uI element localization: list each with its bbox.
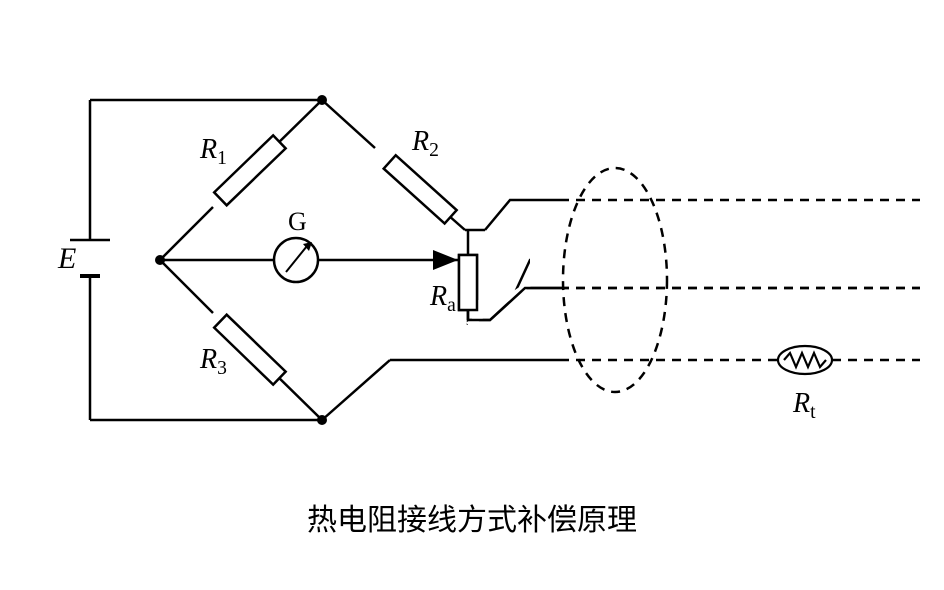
label-R3: R3 xyxy=(199,344,227,379)
galvanometer-branch xyxy=(160,238,458,282)
sensor-Rt xyxy=(778,346,832,374)
label-Rt: Rt xyxy=(792,388,816,423)
cable-oval xyxy=(563,168,667,392)
diagram-title: 热电阻接线方式补偿原理 xyxy=(307,504,637,537)
label-R1: R1 xyxy=(199,134,227,169)
resistor-R2 xyxy=(384,155,457,223)
label-E: E xyxy=(57,242,76,275)
resistor-R1 xyxy=(214,135,285,205)
labels: E R1 R2 Ra R3 Rt G xyxy=(57,126,816,423)
label-R2: R2 xyxy=(411,126,439,161)
resistor-Ra-top xyxy=(459,255,477,310)
label-G: G xyxy=(288,207,307,236)
label-Ra: Ra xyxy=(429,281,456,316)
circuit-diagram: E R1 R2 Ra R3 Rt G 热电阻接线方式补偿原理 xyxy=(0,0,944,590)
